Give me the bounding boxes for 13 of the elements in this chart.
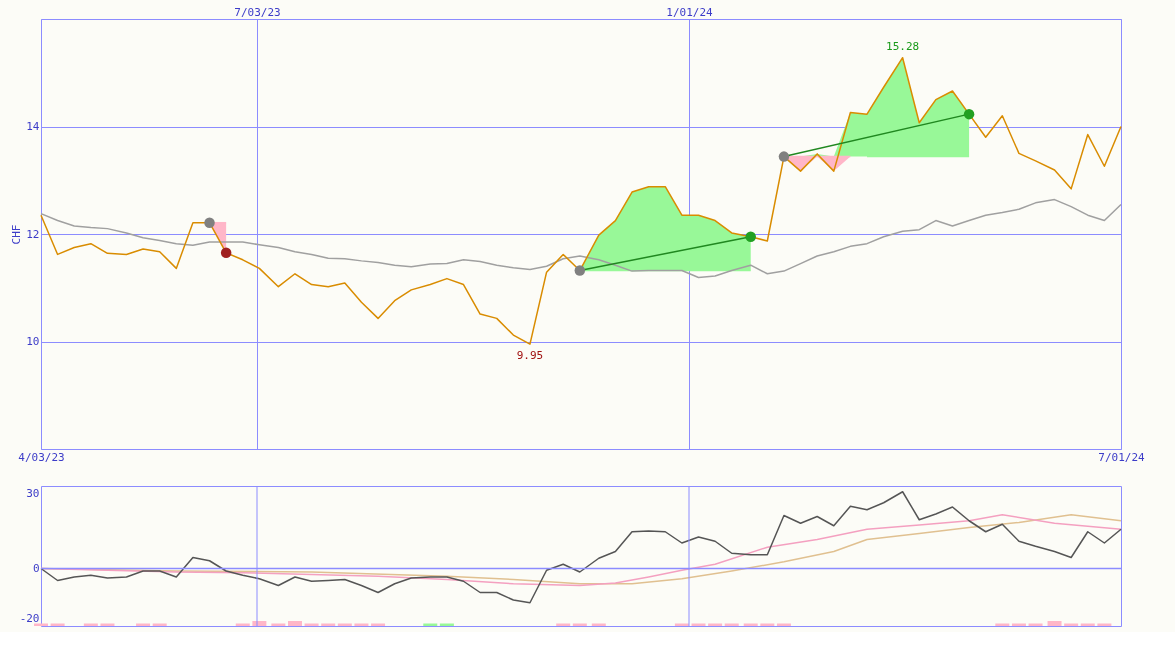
y-tick-label: 10	[26, 335, 40, 348]
y-tick-label: -20	[19, 612, 40, 625]
annotation: 9.95	[516, 349, 544, 363]
annotation: 15.28	[886, 39, 920, 53]
x2-tick-label: 7/03/23	[234, 5, 281, 19]
x-tick-label: 7/01/24	[1098, 450, 1146, 464]
y-tick-label: 30	[26, 487, 40, 500]
y-tick-label: 14	[26, 120, 40, 133]
x2-tick-label: 1/01/24	[666, 5, 714, 19]
y-axis-title: CHF	[10, 224, 24, 245]
x-tick-label: 4/03/23	[18, 450, 65, 464]
y-tick-label: 12	[26, 227, 40, 241]
y-tick-label: 0	[32, 562, 40, 575]
